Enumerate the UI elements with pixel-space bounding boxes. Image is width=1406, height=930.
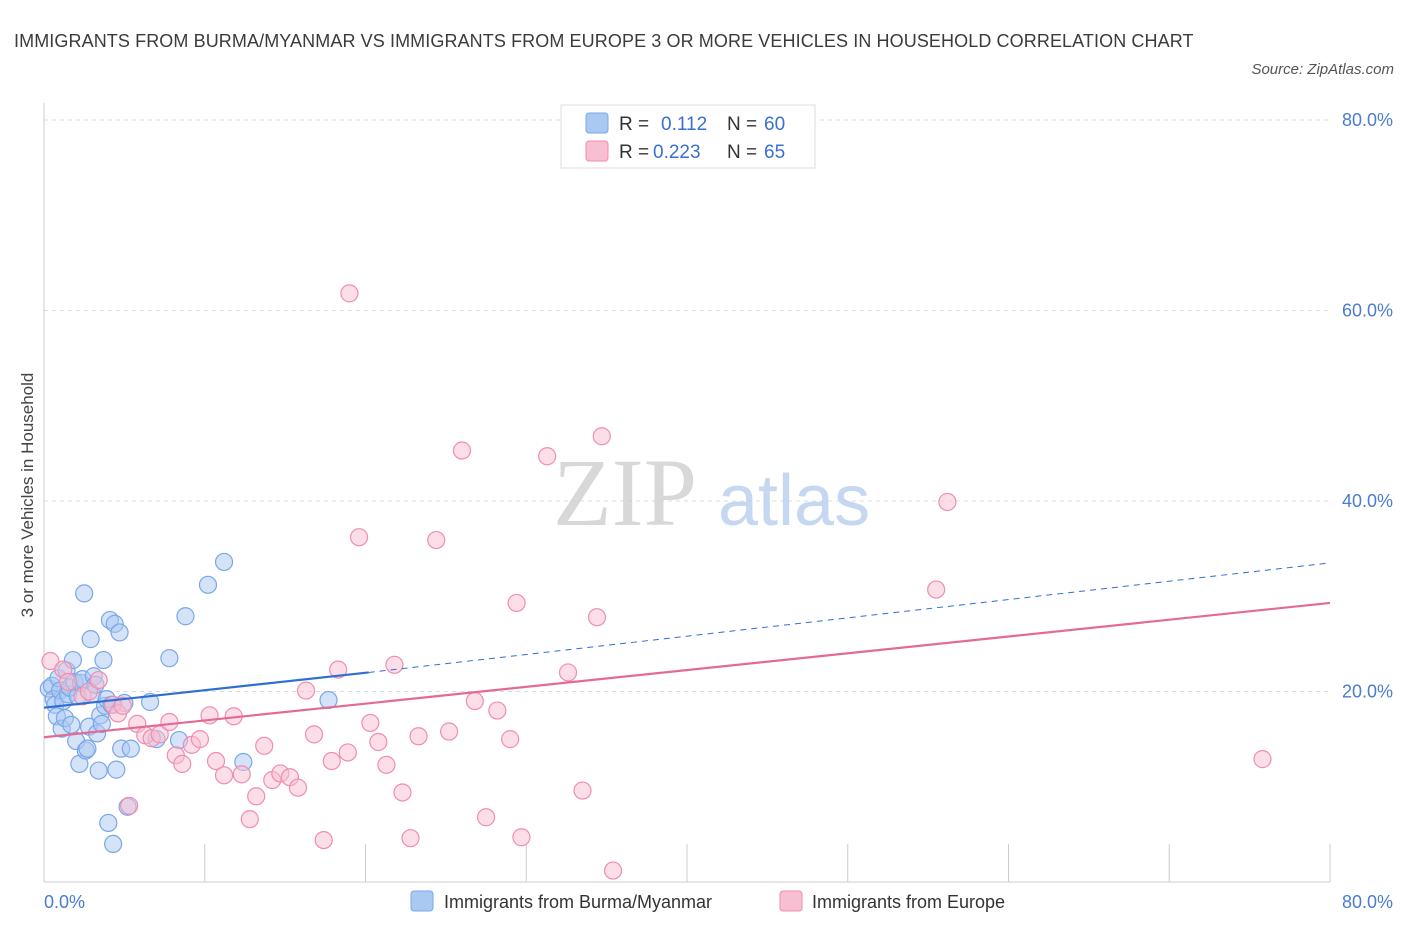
europe-point-32 (304, 725, 324, 744)
europe-point-33 (314, 830, 333, 850)
bottom-legend-swatch-europe (779, 890, 803, 912)
burma-point-33 (94, 650, 113, 670)
bottom-legend-label-burma: Immigrants from Burma/Myanmar (444, 892, 712, 912)
legend-n-label-burma: N = (727, 114, 757, 135)
x-tick-label-min: 0.0% (44, 892, 85, 912)
y-tick-label-60: 60.0% (1342, 301, 1393, 321)
europe-point-38 (349, 528, 369, 547)
burma-point-46 (121, 739, 140, 758)
legend-r-label-burma: R = (619, 114, 649, 135)
chart-source: Source: ZipAtlas.com (1251, 61, 1394, 78)
europe-point-61 (927, 580, 946, 599)
europe-point-36 (338, 743, 357, 762)
gridlines (44, 119, 1330, 692)
top-legend: R = 0.112 N = 60 R = 0.223 N = 65 (560, 104, 816, 169)
burma-trend-line-extension (368, 562, 1331, 673)
burma-point-39 (104, 834, 123, 854)
watermark-atlas: atlas (718, 461, 870, 541)
burma-point-30 (89, 761, 108, 780)
burma-point-52 (198, 575, 218, 594)
legend-r-value-europe: 0.223 (653, 142, 701, 163)
europe-point-49 (465, 691, 484, 711)
burma-point-32 (92, 714, 111, 733)
burma-point-13 (62, 715, 81, 734)
bottom-legend-swatch-burma (410, 890, 434, 912)
legend-r-value-burma: 0.112 (661, 114, 707, 135)
europe-point-21 (214, 766, 234, 785)
burma-point-42 (110, 623, 129, 642)
trend-lines (43, 562, 1331, 739)
europe-point-2 (59, 672, 78, 692)
europe-point-9 (120, 796, 139, 815)
europe-point-5 (89, 670, 108, 690)
burma-point-25 (81, 630, 100, 649)
legend-r-label-europe: R = (619, 142, 649, 163)
europe-point-60 (603, 861, 623, 880)
europe-point-54 (512, 828, 531, 847)
europe-point-39 (361, 713, 380, 733)
europe-point-56 (558, 663, 578, 682)
legend-swatch-europe (585, 140, 609, 162)
y-axis-tick-labels: 20.0% 40.0% 60.0% 80.0% (1342, 110, 1393, 702)
y-tick-label-80: 80.0% (1342, 110, 1393, 130)
europe-point-63 (1253, 750, 1272, 769)
burma-point-53 (214, 552, 234, 572)
y-tick-label-40: 40.0% (1342, 491, 1393, 511)
legend-n-label-europe: N = (727, 142, 757, 163)
europe-point-40 (369, 732, 388, 752)
burma-point-21 (75, 584, 94, 603)
europe-point-44 (401, 829, 420, 848)
europe-point-23 (232, 765, 251, 784)
burma-trend-line (43, 671, 369, 709)
y-tick-label-20: 20.0% (1342, 682, 1393, 702)
burma-point-41 (107, 760, 126, 779)
europe-point-16 (173, 754, 192, 773)
data-points (39, 284, 1272, 880)
x-axis-ticks (204, 844, 1331, 882)
europe-point-51 (488, 701, 507, 720)
europe-point-8 (113, 696, 132, 715)
burma-point-36 (99, 813, 118, 833)
europe-point-43 (393, 783, 412, 802)
europe-point-50 (476, 808, 496, 827)
europe-point-62 (938, 492, 957, 512)
europe-point-34 (322, 751, 341, 771)
europe-point-18 (190, 730, 210, 749)
europe-point-59 (592, 427, 611, 446)
europe-point-46 (427, 530, 446, 550)
europe-point-14 (160, 712, 179, 732)
legend-swatch-burma (585, 112, 609, 134)
europe-point-48 (452, 441, 472, 460)
europe-trend-line (43, 601, 1331, 739)
europe-point-25 (247, 787, 266, 806)
watermark-zip: ZIP (553, 439, 697, 546)
europe-point-26 (255, 736, 274, 755)
legend-n-value-burma: 60 (764, 114, 785, 135)
legend-n-value-europe: 65 (764, 142, 785, 163)
burma-point-23 (78, 739, 97, 758)
europe-point-58 (587, 608, 607, 627)
bottom-legend: Immigrants from Burma/Myanmar Immigrants… (410, 890, 1005, 912)
burma-point-51 (176, 607, 195, 626)
europe-point-47 (439, 722, 459, 741)
europe-point-30 (288, 778, 308, 797)
x-tick-label-max: 80.0% (1342, 892, 1393, 912)
europe-point-52 (501, 730, 520, 749)
europe-point-45 (409, 727, 428, 746)
bottom-legend-label-europe: Immigrants from Europe (812, 892, 1005, 912)
chart-title: IMMIGRANTS FROM BURMA/MYANMAR VS IMMIGRA… (14, 31, 1194, 51)
europe-point-20 (206, 751, 226, 771)
europe-point-24 (240, 810, 259, 829)
europe-point-37 (340, 284, 359, 303)
europe-point-31 (296, 681, 316, 700)
europe-point-41 (377, 755, 396, 774)
europe-point-53 (507, 593, 526, 613)
europe-point-57 (573, 781, 592, 800)
europe-point-0 (41, 651, 60, 671)
europe-point-35 (329, 660, 348, 679)
europe-point-42 (385, 655, 404, 674)
burma-point-49 (160, 649, 179, 668)
europe-point-55 (538, 447, 557, 466)
